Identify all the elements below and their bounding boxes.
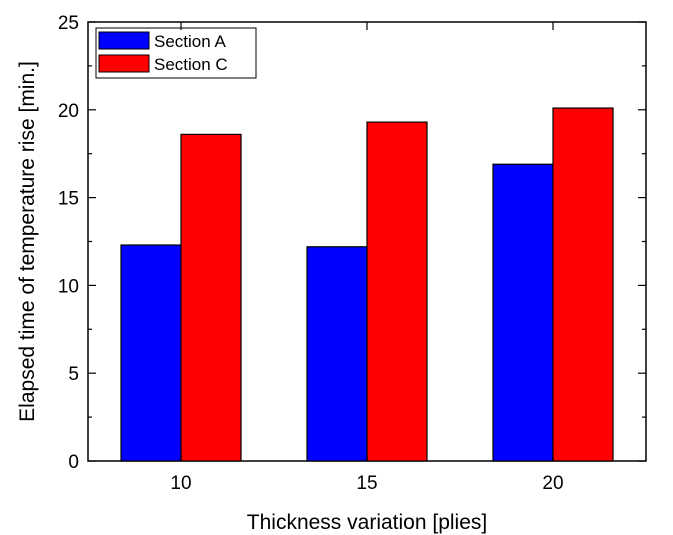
x-tick-label: 20	[542, 473, 563, 494]
bar-section-a-15	[306, 246, 368, 462]
ticks: 0 5 10 15 20 25 10 15 20	[58, 13, 646, 494]
bar-section-a-10	[120, 244, 182, 462]
legend-swatch-section-a	[98, 31, 150, 50]
y-axis-title: Elapsed time of temperature rise [min.]	[16, 61, 39, 422]
bar-section-c-10	[180, 133, 242, 462]
bars	[120, 107, 614, 462]
bar-section-c-15	[366, 121, 428, 462]
y-tick-label: 20	[58, 101, 79, 122]
bar-section-a-20	[492, 163, 554, 462]
legend-label-section-c: Section C	[154, 55, 228, 74]
bar-section-c-20	[552, 107, 614, 462]
x-tick-label: 15	[356, 473, 377, 494]
legend: Section A Section C	[95, 27, 257, 79]
y-tick-label: 25	[58, 13, 79, 34]
y-tick-label: 10	[58, 276, 79, 297]
y-tick-label: 0	[68, 452, 79, 473]
legend-label-section-a: Section A	[154, 32, 226, 51]
x-axis-title: Thickness variation [plies]	[247, 511, 487, 534]
x-tick-label: 10	[170, 473, 191, 494]
legend-box	[95, 27, 257, 79]
y-tick-label: 5	[68, 364, 79, 385]
legend-swatch-section-c	[98, 54, 150, 73]
y-tick-label: 15	[58, 189, 79, 210]
